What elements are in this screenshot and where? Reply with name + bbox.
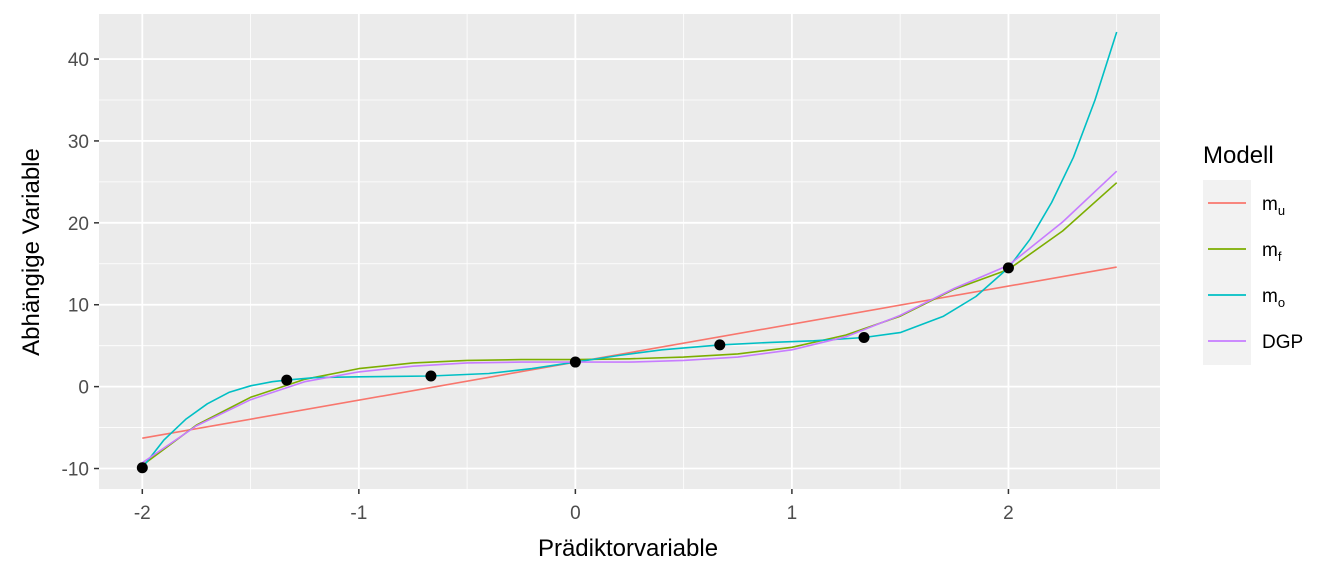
legend-label-subscript: f — [1278, 249, 1282, 264]
y-axis: -10 0 10 20 30 40 — [62, 50, 99, 481]
y-tick-label: 20 — [68, 214, 89, 235]
data-point — [425, 370, 437, 382]
grid-major — [99, 14, 1160, 489]
x-tick-label: -2 — [134, 503, 151, 524]
x-tick-label: 0 — [570, 503, 581, 524]
series-line-3 — [141, 170, 1118, 464]
legend-label-0: mu — [1262, 194, 1285, 218]
legend-label-subscript: u — [1278, 203, 1285, 218]
grid-minor — [99, 14, 1160, 489]
x-tick-label: 2 — [1003, 503, 1014, 524]
series-line-2 — [141, 31, 1118, 469]
y-tick-label: 10 — [68, 296, 89, 317]
series-lines — [141, 31, 1118, 469]
x-tick-label: 1 — [787, 503, 798, 524]
x-axis: -2 -1 0 1 2 — [134, 489, 1014, 524]
legend-title: Modell — [1203, 142, 1274, 169]
data-point — [1002, 262, 1014, 274]
data-point — [281, 374, 293, 386]
data-point — [136, 462, 148, 474]
data-points — [136, 262, 1014, 474]
y-tick-label: 30 — [68, 132, 89, 153]
y-tick-label: 40 — [68, 50, 89, 71]
data-point — [858, 331, 870, 343]
y-axis-title: Abhängige Variable — [18, 148, 45, 356]
data-point — [569, 356, 581, 368]
x-axis-title: Prädiktorvariable — [538, 535, 718, 562]
legend-label-subscript: o — [1278, 295, 1285, 310]
data-point — [714, 339, 726, 351]
legend-label-1: mf — [1262, 240, 1282, 264]
legend-key-background — [1203, 180, 1251, 365]
legend-items: mu mf mo DGP — [1208, 194, 1303, 353]
x-tick-label: -1 — [350, 503, 367, 524]
y-tick-label: 0 — [78, 378, 89, 399]
legend-label-3: DGP — [1262, 332, 1303, 353]
legend-label-2: mo — [1262, 286, 1285, 310]
legend: Modell mu mf mo DGP — [1203, 142, 1303, 365]
y-tick-label: -10 — [62, 460, 89, 481]
series-line-0 — [142, 266, 1117, 439]
plot-panel — [99, 14, 1160, 489]
